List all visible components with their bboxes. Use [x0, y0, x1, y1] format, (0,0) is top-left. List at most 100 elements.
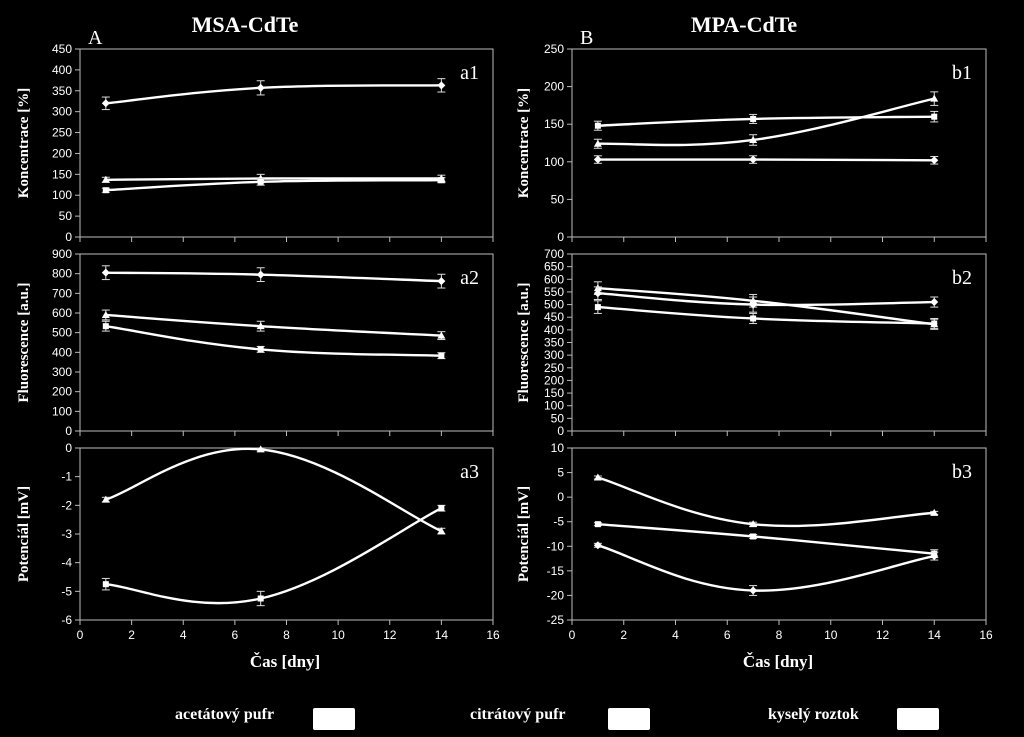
- legend-swatch-acetate: [313, 708, 355, 730]
- data-point-triangle: [437, 331, 446, 339]
- data-point-square: [931, 113, 938, 120]
- data-point-diamond: [593, 155, 602, 164]
- series-line-b1-1: [597, 115, 935, 127]
- y-tick-label-b3: -10: [547, 539, 565, 553]
- data-point-triangle: [749, 520, 758, 528]
- panel-letter-left: A: [88, 27, 103, 49]
- data-point-diamond: [593, 289, 602, 298]
- y-tick-label-a1: 450: [52, 42, 72, 56]
- data-point-triangle: [101, 495, 110, 503]
- legend-label-acetate: acetátový pufr: [175, 706, 275, 723]
- y-tick-label-b1: 50: [551, 192, 565, 206]
- x-tick-label-b3: 8: [776, 628, 783, 642]
- y-axis-title-b1: Koncentrace [%]: [516, 88, 532, 198]
- y-tick-label-b2: 150: [544, 386, 564, 400]
- y-tick-label-b2: 400: [544, 323, 564, 337]
- y-axis-title-a3: Potenciál [mV]: [16, 486, 32, 582]
- series-line-b1-2: [597, 158, 935, 162]
- y-tick-label-a2: 400: [52, 345, 72, 359]
- data-point-diamond: [749, 300, 758, 309]
- y-tick-label-a2: 800: [52, 267, 72, 281]
- y-tick-label-b3: 5: [557, 466, 564, 480]
- series-line-a1-1: [105, 178, 442, 192]
- data-point-diamond: [930, 552, 939, 561]
- panel-b2: 0501001502002503003504004505005506006507…: [516, 247, 987, 438]
- data-point-diamond: [256, 270, 265, 279]
- y-tick-label-b2: 100: [544, 399, 564, 413]
- x-tick-label-b3: 14: [928, 628, 942, 642]
- y-tick-label-a1: 200: [52, 146, 72, 160]
- y-tick-label-a3: -6: [61, 613, 72, 627]
- y-tick-label-b3: -15: [547, 564, 565, 578]
- data-point-square: [257, 595, 264, 602]
- y-tick-label-b3: -25: [547, 613, 565, 627]
- panel-b1: 0 50 100 150 200 250 Koncentrace [%] b1: [516, 42, 987, 244]
- y-tick-label-b3: 10: [551, 441, 565, 455]
- y-tick-label-b2: 650: [544, 260, 564, 274]
- y-tick-label-a3: -2: [61, 498, 72, 512]
- panel-label-b1: b1: [952, 62, 972, 84]
- plot-frame-a3: [79, 447, 494, 621]
- y-axis-title-a2: Fluorescence [a.u.]: [16, 282, 32, 402]
- x-tick-label-a3: 16: [486, 628, 500, 642]
- y-tick-label-a1: 50: [59, 209, 73, 223]
- y-tick-label-b2: 300: [544, 348, 564, 362]
- y-tick-label-a2: 0: [65, 424, 72, 438]
- y-tick-label-b3: 0: [557, 490, 564, 504]
- data-point-triangle: [593, 473, 602, 481]
- x-tick-label-a3: 8: [283, 628, 290, 642]
- y-tick-label-b3: -20: [547, 588, 565, 602]
- y-axis-title-b3: Potenciál [mV]: [516, 486, 532, 582]
- legend: acetátový pufr citrátový pufr kyselý roz…: [0, 700, 1024, 737]
- panel-letter-right: B: [580, 27, 593, 49]
- x-tick-label-a3: 12: [383, 628, 397, 642]
- plot-frame-a1: [79, 48, 494, 238]
- panel-a1: 0 50 100 150 200 250 300 350 400 450 Koncentrace […: [16, 42, 494, 244]
- data-point-square: [102, 323, 109, 330]
- panel-label-b2: b2: [952, 267, 972, 289]
- x-tick-label-a3: 14: [435, 628, 449, 642]
- y-tick-label-a1: 400: [52, 63, 72, 77]
- data-point-triangle: [256, 445, 265, 453]
- legend-label-citrate: citrátový pufr: [470, 706, 566, 723]
- y-tick-label-b2: 250: [544, 361, 564, 375]
- series-line-b3-2: [597, 544, 935, 592]
- data-point-triangle: [101, 175, 110, 183]
- y-tick-label-b2: 200: [544, 373, 564, 387]
- series-line-b1-0: [597, 97, 935, 147]
- y-tick-label-b2: 550: [544, 285, 564, 299]
- data-point-diamond: [593, 541, 602, 550]
- x-tick-label-a3: 4: [180, 628, 187, 642]
- plot-frame-b2: [571, 253, 987, 432]
- data-point-triangle: [749, 135, 758, 143]
- data-point-square: [257, 346, 264, 353]
- data-point-diamond: [930, 298, 939, 307]
- data-point-square: [257, 178, 264, 185]
- x-tick-label-a3: 10: [331, 628, 345, 642]
- y-tick-label-a2: 500: [52, 326, 72, 340]
- data-point-diamond: [437, 81, 446, 90]
- panel-label-a1: a1: [460, 62, 479, 84]
- title-left: MSA-CdTe: [192, 12, 299, 37]
- series-line-a1-2: [105, 84, 442, 105]
- figure-canvas: MSA-CdTe MPA-CdTe A B 050100150200250300…: [16, 12, 993, 671]
- y-tick-label-b2: 450: [544, 310, 564, 324]
- panel-b3: -25 -20 -15 -10 -5 0 5 10 0 2 4 6 8 10 12 14 16 Potenciál…: [516, 441, 993, 642]
- data-point-diamond: [749, 586, 758, 595]
- y-tick-label-a1: 300: [52, 105, 72, 119]
- data-point-square: [931, 320, 938, 327]
- y-tick-label-a2: 700: [52, 286, 72, 300]
- y-tick-label-a1: 350: [52, 84, 72, 98]
- data-point-triangle: [593, 139, 602, 147]
- data-point-square: [438, 177, 445, 184]
- data-point-square: [594, 122, 601, 129]
- data-point-diamond: [930, 156, 939, 165]
- data-point-diamond: [437, 277, 446, 286]
- data-point-triangle: [101, 310, 110, 318]
- y-tick-label-a3: -1: [61, 470, 72, 484]
- x-tick-label-b3: 2: [620, 628, 627, 642]
- series-line-b3-0: [597, 476, 935, 528]
- data-point-square: [594, 521, 601, 528]
- x-tick-label-b3: 6: [724, 628, 731, 642]
- data-point-triangle: [930, 508, 939, 516]
